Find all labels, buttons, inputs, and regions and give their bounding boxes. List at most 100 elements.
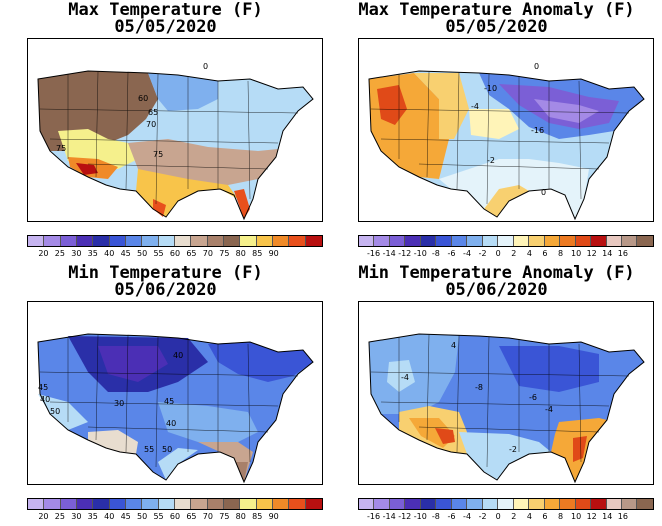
colorbar-swatch	[513, 499, 530, 509]
colorbar-swatch	[28, 236, 45, 246]
colorbar-tick-label: 8	[557, 249, 564, 258]
colorbar-tick-label: -8	[431, 249, 440, 258]
colorbar-swatch	[76, 499, 94, 509]
colorbar-tick-label: 55	[153, 249, 164, 258]
colorbar-tick-label: 10	[571, 512, 582, 521]
contour-label: 60	[138, 94, 148, 103]
colorbar-swatch	[207, 499, 224, 509]
colorbar-tick-label: 14	[602, 249, 613, 258]
colorbar-tick-label: 55	[153, 512, 164, 521]
colorbar-swatch	[256, 236, 273, 246]
colorbar-swatch	[76, 236, 94, 246]
colorbar-tick-label: 20	[38, 249, 49, 258]
contour-label: 40	[166, 419, 176, 428]
colorbar-tick-label: -16	[367, 512, 381, 521]
colorbar-tick-label: 70	[202, 512, 213, 521]
contour-label: 45	[164, 397, 174, 406]
colorbar-swatch	[389, 236, 406, 246]
colorbar-tick-label: 90	[268, 512, 279, 521]
colorbar-tick-label: -4	[463, 249, 472, 258]
contour-label: 75	[56, 144, 66, 153]
colorbar-swatch	[289, 499, 306, 509]
colorbar-swatch	[305, 499, 322, 509]
colorbar-tick-label: 70	[202, 249, 213, 258]
contour-label: 40	[173, 351, 183, 360]
map-min-temperature: 40 45 40 50 30 45 40 55 50	[27, 301, 323, 485]
colorbar-swatch	[498, 499, 514, 509]
panel-min-temperature: Min Temperature (F) 05/06/2020 40 45 40	[0, 263, 331, 526]
panel-min-temperature-anomaly: Min Temperature Anomaly (F) 05/06/2020 4…	[331, 263, 662, 526]
colorbar-tick-label: -10	[413, 512, 427, 521]
colorbar-tick-label: -2	[478, 249, 487, 258]
colorbar-tick-label: 6	[542, 512, 548, 521]
colorbar-swatch	[606, 236, 622, 246]
colorbar-swatch	[637, 236, 653, 246]
contour-label: 65	[148, 108, 158, 117]
colorbar-swatch	[93, 499, 110, 509]
colorbar-tick-label: 20	[38, 512, 49, 521]
colorbar-tick-label: -2	[478, 512, 487, 521]
colorbar	[358, 498, 654, 510]
panel-max-temperature-anomaly: Max Temperature Anomaly (F) 05/05/2020 0…	[331, 0, 662, 263]
colorbar-tick-label: 75	[219, 249, 230, 258]
colorbar-swatch	[191, 499, 208, 509]
colorbar-swatch	[109, 236, 126, 246]
contour-label: 45	[38, 383, 48, 392]
colorbar-tick-label: 50	[137, 512, 148, 521]
colorbar-tick-label: 30	[71, 512, 82, 521]
contour-label: 40	[40, 395, 50, 404]
colorbar-swatch	[498, 236, 514, 246]
colorbar-tick-label: 25	[54, 249, 65, 258]
colorbar-swatch	[289, 236, 306, 246]
colorbar-ticks: -16 -14 -12 -10 -8 -6 -4 -2 0 2 4 6 8 10 12 14 16	[358, 249, 654, 261]
panel-date: 05/06/2020	[445, 280, 548, 300]
colorbar-tick-label: 16	[617, 249, 628, 258]
colorbar-swatch	[591, 236, 607, 246]
panel-date: 05/06/2020	[114, 280, 217, 300]
colorbar-tick-label: -16	[367, 249, 381, 258]
colorbar-tick-label: 0	[495, 249, 501, 258]
contour-label: 0	[541, 188, 546, 197]
contour-label: -6	[529, 393, 537, 402]
colorbar-swatch	[513, 236, 530, 246]
colorbar-swatch	[560, 499, 576, 509]
panel-title: Min Temperature (F)	[68, 263, 263, 283]
colorbar-swatch	[60, 236, 77, 246]
colorbar-tick-label: 45	[120, 512, 131, 521]
panel-title: Max Temperature Anomaly (F)	[358, 0, 635, 20]
contour-label: -4	[401, 373, 409, 382]
colorbar-ticks: 20 25 30 35 40 45 50 55 60 65 70 75 80 85 90	[27, 249, 323, 261]
colorbar-tick-label: 80	[235, 512, 246, 521]
colorbar	[358, 235, 654, 247]
colorbar-tick-label: 65	[186, 249, 197, 258]
colorbar-swatch	[544, 499, 561, 509]
colorbar-ticks: 20 25 30 35 40 45 50 55 60 65 70 75 80 85 90	[27, 512, 323, 524]
colorbar-swatch	[158, 236, 175, 246]
colorbar-swatch	[405, 236, 421, 246]
map-max-temperature-anomaly: 0 -10 -4 -16 -2 0	[358, 38, 654, 222]
colorbar-swatch	[389, 499, 406, 509]
colorbar-swatch	[93, 236, 110, 246]
colorbar-tick-label: 30	[71, 249, 82, 258]
colorbar-tick-label: -14	[382, 249, 396, 258]
colorbar-swatch	[272, 236, 290, 246]
colorbar-tick-label: 35	[87, 512, 98, 521]
colorbar-swatch	[256, 499, 273, 509]
colorbar-swatch	[560, 236, 576, 246]
colorbar-tick-label: 14	[602, 512, 613, 521]
contour-label: -8	[475, 383, 483, 392]
colorbar-tick-label: 4	[526, 512, 532, 521]
colorbar-tick-label: 35	[87, 249, 98, 258]
colorbar-swatch	[621, 499, 638, 509]
colorbar	[27, 235, 323, 247]
colorbar-swatch	[374, 499, 390, 509]
colorbar-tick-label: 8	[557, 512, 564, 521]
colorbar-swatch	[420, 499, 437, 509]
colorbar-tick-label: 2	[511, 249, 517, 258]
colorbar-swatch	[451, 499, 468, 509]
panel-title: Min Temperature Anomaly (F)	[358, 263, 635, 283]
colorbar-tick-label: 25	[54, 512, 65, 521]
colorbar-swatch	[436, 499, 452, 509]
colorbar-tick-label: 80	[235, 249, 246, 258]
colorbar-swatch	[529, 499, 545, 509]
